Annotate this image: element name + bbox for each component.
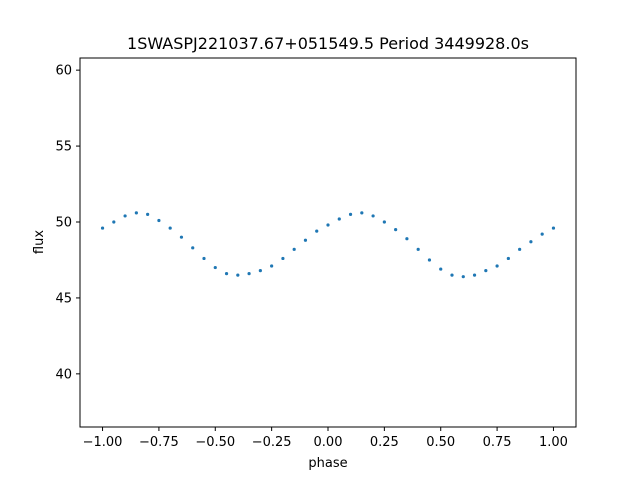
- x-tick-label: −0.50: [195, 435, 235, 450]
- data-point: [371, 214, 375, 218]
- data-point: [450, 273, 454, 277]
- y-tick-label: 55: [55, 140, 72, 155]
- y-tick-label: 60: [55, 64, 72, 79]
- data-point: [303, 238, 308, 242]
- x-tick-label: −0.25: [252, 435, 292, 450]
- data-point: [416, 247, 420, 251]
- x-axis-label: phase: [308, 456, 347, 471]
- data-point: [202, 256, 206, 261]
- data-point: [179, 235, 184, 239]
- x-axis-ticks: −1.00 −0.75 −0.50 −0.25 0.00 0.25 0.50 0.75 1.00: [83, 427, 568, 450]
- data-point: [472, 273, 477, 277]
- x-tick-label: −0.75: [139, 435, 179, 450]
- data-point: [168, 226, 172, 230]
- data-point: [461, 275, 465, 279]
- data-point: [540, 232, 544, 236]
- data-point: [292, 247, 296, 251]
- data-point: [146, 212, 150, 217]
- x-tick-label: 0.00: [314, 435, 343, 450]
- data-point: [337, 217, 341, 221]
- data-point: [518, 247, 522, 251]
- x-tick-label: 0.50: [426, 435, 455, 450]
- y-tick-label: 45: [55, 291, 72, 306]
- x-tick-label: 0.25: [370, 435, 399, 450]
- data-point: [315, 229, 319, 233]
- data-point: [495, 264, 499, 268]
- data-point: [100, 226, 105, 230]
- y-tick-label: 40: [55, 367, 72, 382]
- x-tick-label: −1.00: [83, 435, 123, 450]
- data-point: [157, 218, 161, 223]
- data-point: [258, 268, 262, 273]
- y-tick-label: 50: [55, 216, 72, 231]
- data-point: [439, 267, 443, 271]
- data-point: [191, 246, 195, 250]
- data-point: [326, 223, 330, 227]
- data-point: [360, 211, 364, 215]
- data-point: [551, 226, 556, 230]
- data-point: [123, 214, 127, 218]
- y-axis-label: flux: [32, 230, 47, 254]
- data-point: [506, 256, 510, 261]
- data-point: [112, 220, 116, 224]
- data-point: [382, 220, 386, 224]
- data-points-layer: [100, 211, 556, 279]
- data-point: [394, 227, 398, 232]
- data-point: [427, 258, 432, 262]
- data-point: [270, 264, 274, 268]
- data-point: [236, 273, 240, 277]
- data-point: [484, 268, 488, 273]
- y-axis-ticks: 40 45 50 55 60: [55, 64, 80, 382]
- data-point: [529, 240, 533, 244]
- data-point: [348, 212, 353, 217]
- data-point: [134, 211, 138, 215]
- data-point: [247, 272, 251, 276]
- data-point: [405, 237, 409, 241]
- chart-title: 1SWASPJ221037.67+051549.5 Period 3449928…: [127, 34, 529, 53]
- data-point: [213, 265, 217, 270]
- data-point: [224, 272, 229, 276]
- x-tick-label: 0.75: [483, 435, 512, 450]
- data-point: [281, 256, 285, 261]
- x-tick-label: 1.00: [539, 435, 568, 450]
